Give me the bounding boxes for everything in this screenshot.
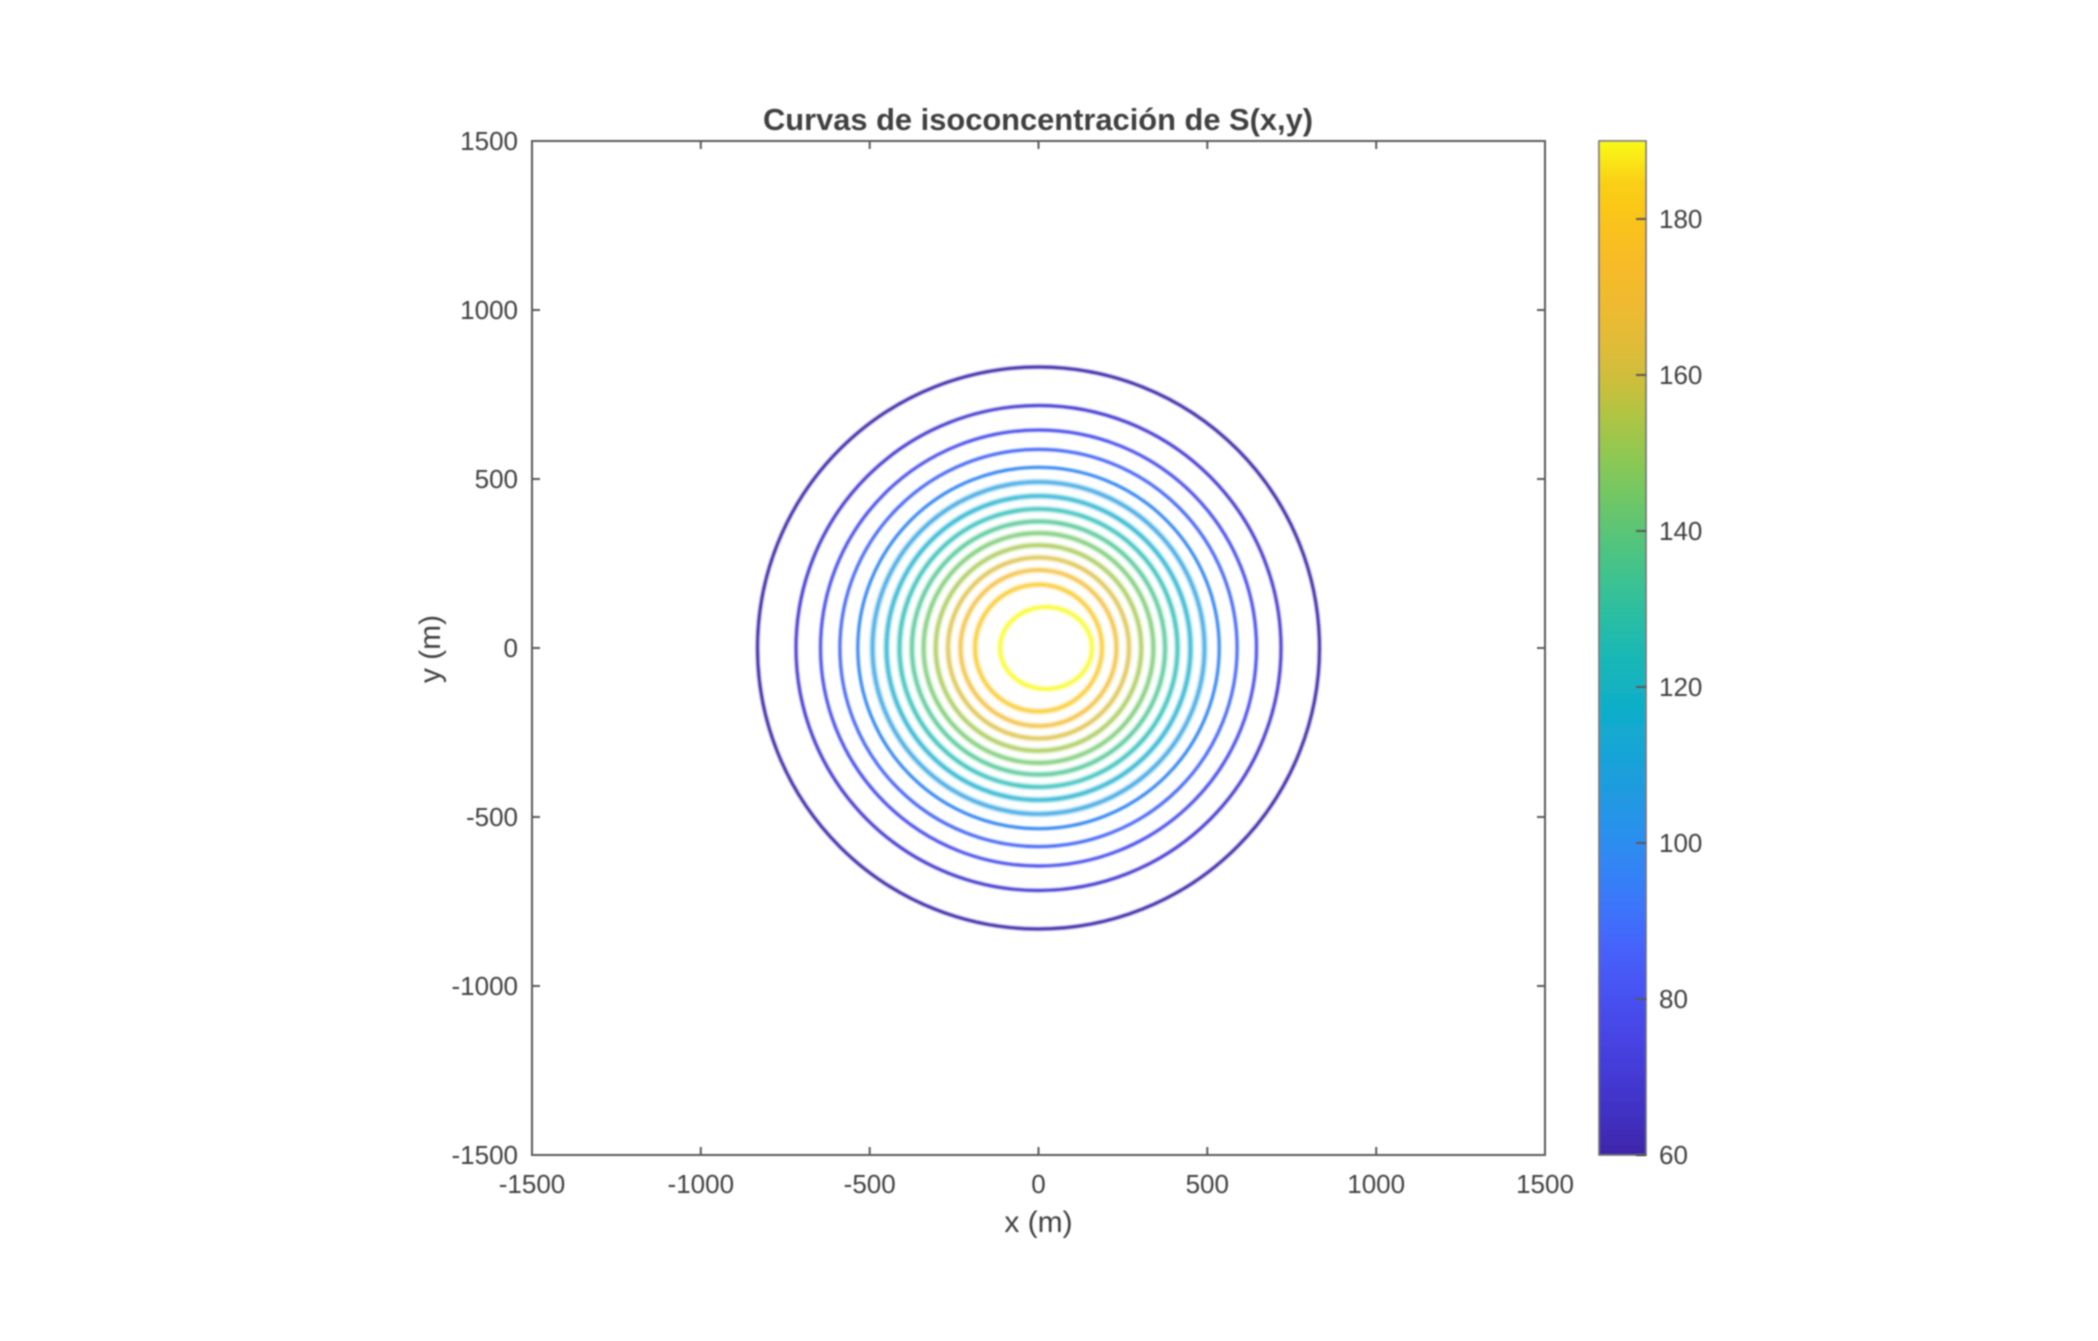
svg-text:Curvas de isoconcentración de: Curvas de isoconcentración de S(x,y) [763, 102, 1313, 137]
svg-text:120: 120 [1659, 672, 1702, 702]
svg-text:x (m): x (m) [1004, 1206, 1072, 1239]
svg-text:1000: 1000 [1347, 1169, 1405, 1199]
svg-text:1500: 1500 [460, 126, 518, 156]
svg-text:-500: -500 [844, 1169, 896, 1199]
svg-text:0: 0 [504, 633, 518, 663]
svg-text:0: 0 [1031, 1169, 1045, 1199]
svg-text:80: 80 [1659, 984, 1688, 1014]
svg-text:140: 140 [1659, 516, 1702, 546]
svg-text:1000: 1000 [460, 295, 518, 325]
svg-text:100: 100 [1659, 828, 1702, 858]
svg-text:-1000: -1000 [668, 1169, 735, 1199]
svg-text:-500: -500 [466, 802, 518, 832]
svg-text:500: 500 [475, 464, 518, 494]
svg-text:180: 180 [1659, 204, 1702, 234]
svg-text:y (m): y (m) [414, 615, 447, 683]
svg-text:1500: 1500 [1516, 1169, 1574, 1199]
svg-text:60: 60 [1659, 1140, 1688, 1170]
svg-text:-1500: -1500 [452, 1140, 519, 1170]
svg-text:500: 500 [1186, 1169, 1229, 1199]
svg-text:-1000: -1000 [452, 971, 519, 1001]
svg-text:-1500: -1500 [499, 1169, 566, 1199]
svg-text:160: 160 [1659, 360, 1702, 390]
